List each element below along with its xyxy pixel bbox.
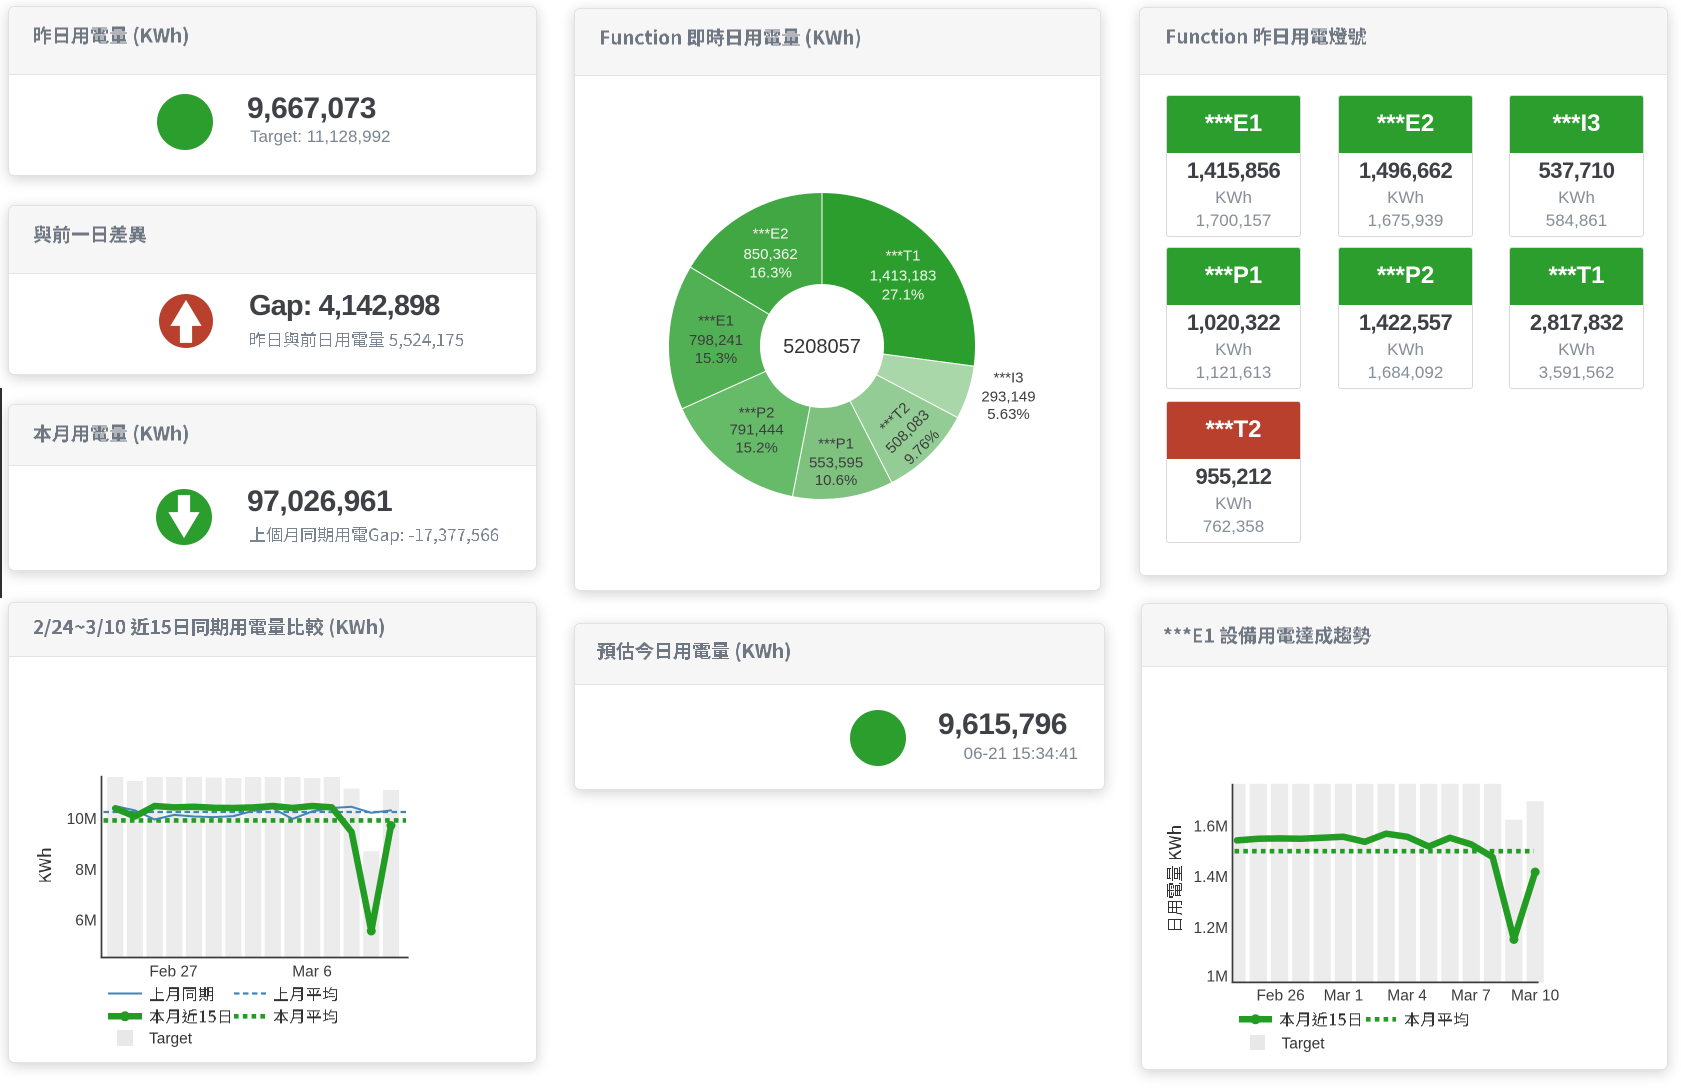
svg-text:8M: 8M — [75, 862, 97, 879]
svg-text:5.63%: 5.63% — [987, 406, 1030, 423]
svg-text:15.3%: 15.3% — [695, 350, 738, 367]
svg-text:791,444: 791,444 — [729, 422, 783, 439]
svg-text:850,362: 850,362 — [743, 246, 797, 263]
svg-text:Mar 7: Mar 7 — [1451, 987, 1491, 1004]
svg-text:Target: Target — [1282, 1036, 1326, 1053]
svg-text:1,413,183: 1,413,183 — [870, 267, 937, 284]
svg-text:10M: 10M — [67, 811, 97, 828]
svg-text:798,241: 798,241 — [689, 332, 743, 349]
svg-text:***T1: ***T1 — [885, 247, 920, 264]
svg-text:Target: Target — [149, 1031, 193, 1048]
svg-text:Feb 26: Feb 26 — [1256, 987, 1304, 1004]
svg-text:***I3: ***I3 — [993, 369, 1023, 386]
svg-text:5208057: 5208057 — [783, 336, 861, 358]
svg-text:Mar 6: Mar 6 — [292, 964, 332, 981]
svg-text:553,595: 553,595 — [809, 454, 863, 471]
svg-text:Feb 27: Feb 27 — [149, 964, 197, 981]
svg-text:15.2%: 15.2% — [735, 440, 778, 457]
svg-text:293,149: 293,149 — [981, 388, 1035, 405]
svg-text:***E2: ***E2 — [753, 225, 789, 242]
svg-text:10.6%: 10.6% — [815, 472, 858, 489]
svg-text:16.3%: 16.3% — [749, 264, 792, 281]
svg-text:Mar 4: Mar 4 — [1387, 987, 1427, 1004]
svg-text:1.4M: 1.4M — [1194, 869, 1228, 886]
svg-text:1.6M: 1.6M — [1194, 819, 1228, 836]
svg-text:***P1: ***P1 — [818, 436, 854, 453]
svg-text:***P2: ***P2 — [739, 405, 775, 422]
svg-text:Mar 10: Mar 10 — [1511, 987, 1560, 1004]
svg-text:Mar 1: Mar 1 — [1324, 987, 1364, 1004]
svg-text:27.1%: 27.1% — [882, 286, 925, 303]
svg-text:***E1: ***E1 — [698, 312, 734, 329]
svg-text:1M: 1M — [1206, 969, 1228, 986]
svg-text:1.2M: 1.2M — [1194, 920, 1228, 937]
svg-text:6M: 6M — [75, 913, 97, 930]
